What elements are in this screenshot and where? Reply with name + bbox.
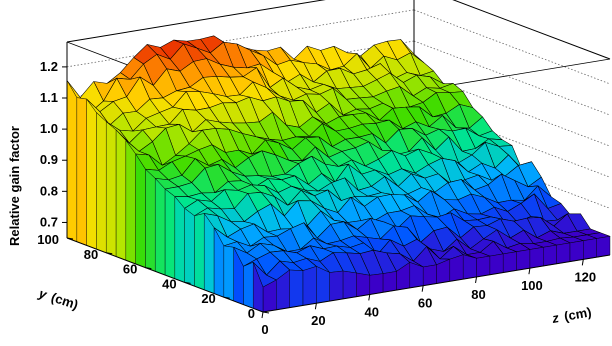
z-gridline — [413, 9, 611, 85]
y-axis-title: y (cm) — [36, 285, 80, 312]
surface-skirt — [596, 236, 611, 258]
surface-skirt — [76, 97, 87, 246]
surface-skirt — [164, 188, 176, 279]
x-axis-unit: (cm) — [563, 304, 593, 324]
surface-skirt — [316, 266, 330, 304]
z-axis-title: Relative gain factor — [7, 126, 22, 246]
surface-skirt — [302, 266, 317, 306]
surface-skirt — [125, 139, 136, 265]
surface-skirt — [449, 254, 464, 282]
x-axis-title: z (cm) — [550, 304, 593, 326]
surface-skirt — [382, 271, 397, 293]
surface-skirt — [154, 177, 166, 276]
z-tick-label: 0.7 — [40, 214, 58, 229]
x-axis-variable: z — [550, 310, 560, 326]
surface-skirt — [409, 262, 424, 289]
z-gridline — [66, 9, 415, 68]
y-tick-label: 0 — [248, 306, 255, 321]
z-tick-label: 0.8 — [40, 183, 58, 198]
surface-skirt — [115, 129, 127, 261]
surface-skirt — [96, 112, 107, 254]
surface-skirt — [529, 247, 544, 269]
axis-frame-front — [66, 42, 611, 313]
surface-skirt — [243, 261, 254, 309]
surface-skirt — [423, 264, 437, 286]
z-tick-label: 1.1 — [40, 90, 58, 105]
surface-skirt — [329, 270, 344, 302]
surface-skirt — [174, 196, 185, 283]
surface-skirt — [489, 253, 504, 275]
surface-skirt — [66, 79, 78, 242]
surface-skirt — [503, 251, 517, 273]
surface-skirt — [516, 249, 531, 271]
surface-skirt — [194, 213, 205, 291]
surface-skirt — [463, 254, 477, 280]
y-tick-label: 20 — [201, 291, 215, 306]
y-tick-label: 80 — [84, 247, 98, 262]
surface-skirt — [369, 273, 384, 295]
surface-skirt — [203, 212, 215, 294]
x-tick-label: 0 — [261, 322, 268, 337]
surface-skirt — [543, 244, 557, 267]
x-tick-label: 80 — [471, 287, 485, 302]
surface-skirt — [583, 238, 597, 260]
surface-skirt — [135, 153, 146, 268]
surface-skirt — [223, 245, 234, 302]
y-tick-label: 100 — [37, 232, 59, 247]
z-tick-label: 1.0 — [40, 121, 58, 136]
y-tick-label: 40 — [162, 276, 176, 291]
x-tick-label: 40 — [365, 304, 379, 319]
x-axis-ticks: 0 20 40 60 80 100 120 — [261, 259, 596, 337]
x-tick-label: 60 — [418, 296, 432, 311]
surface-skirt — [145, 168, 156, 272]
surface-skirt — [569, 240, 584, 262]
z-axis-ticks: 0.7 0.8 0.9 1.0 1.1 1.2 — [40, 59, 67, 229]
gain-surface — [66, 35, 611, 313]
surface-skirt — [86, 98, 97, 250]
surface-skirt — [342, 270, 357, 300]
surface-skirt — [105, 121, 117, 257]
surface-skirt — [476, 255, 491, 278]
y-tick-label: 60 — [123, 262, 137, 277]
y-axis-variable: y — [36, 285, 49, 302]
x-tick-label: 100 — [521, 278, 543, 293]
y-axis-ticks: 0 20 40 60 80 100 — [37, 232, 270, 321]
z-tick-label: 0.9 — [40, 152, 58, 167]
surface-skirt — [556, 242, 571, 265]
surface-skirt — [356, 272, 370, 297]
y-axis-unit: (cm) — [49, 290, 80, 313]
surface-skirt — [289, 269, 304, 308]
surface-skirt — [184, 207, 195, 287]
z-tick-label: 1.2 — [40, 59, 58, 74]
x-tick-label: 120 — [574, 269, 596, 284]
x-tick-label: 20 — [311, 313, 325, 328]
